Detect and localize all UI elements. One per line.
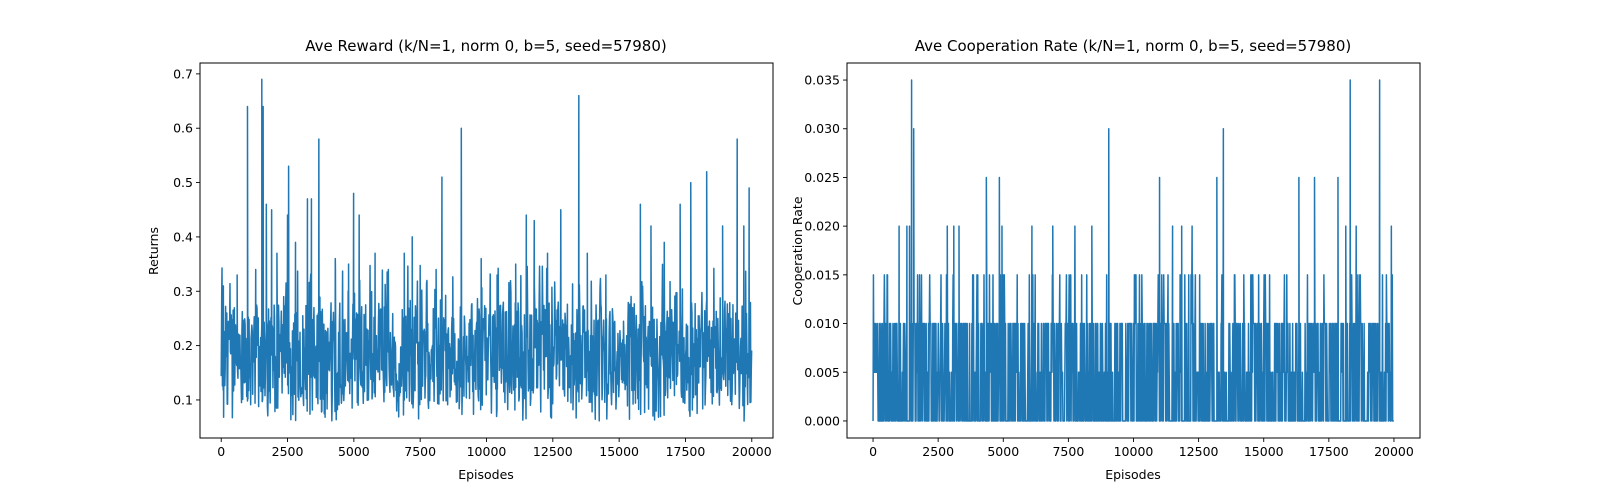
y-tick-label: 0.7 — [173, 66, 193, 81]
y-tick-label: 0.035 — [804, 73, 840, 88]
y-tick-label: 0.025 — [804, 170, 840, 185]
y-tick-label: 0.3 — [173, 284, 193, 299]
y-tick-label: 0.6 — [173, 121, 193, 136]
y-tick-label: 0.4 — [173, 229, 193, 244]
x-tick-label: 7500 — [1052, 444, 1084, 459]
x-tick-label: 20000 — [1374, 444, 1414, 459]
reward-ticks: 0 2500 5000 7500 10000 12500 15000 17500 20000 0.… — [173, 66, 772, 459]
x-tick-label: 15000 — [1244, 444, 1284, 459]
cooperation-chart-title: Ave Cooperation Rate (k/N=1, norm 0, b=5… — [915, 37, 1351, 55]
y-tick-label: 0.5 — [173, 175, 193, 190]
x-tick-label: 0 — [869, 444, 877, 459]
cooperation-x-axis-label: Episodes — [1105, 467, 1161, 482]
reward-x-axis-label: Episodes — [458, 467, 514, 482]
y-tick-label: 0.010 — [804, 316, 840, 331]
x-tick-label: 5000 — [987, 444, 1019, 459]
x-tick-label: 12500 — [1179, 444, 1219, 459]
y-tick-label: 0.015 — [804, 267, 840, 282]
series-line-path — [220, 78, 753, 422]
cooperation-chart: Ave Cooperation Rate (k/N=1, norm 0, b=5… — [790, 37, 1421, 482]
reward-y-axis-label: Returns — [146, 227, 161, 275]
y-tick-label: 0.2 — [173, 338, 193, 353]
reward-chart: Ave Reward (k/N=1, norm 0, b=5, seed=579… — [146, 37, 774, 482]
reward-chart-title: Ave Reward (k/N=1, norm 0, b=5, seed=579… — [305, 37, 667, 55]
x-tick-label: 5000 — [338, 444, 370, 459]
y-tick-label: 0.1 — [173, 392, 193, 407]
y-tick-label: 0.005 — [804, 365, 840, 380]
cooperation-y-axis-label: Cooperation Rate — [790, 196, 805, 305]
x-tick-label: 17500 — [666, 444, 706, 459]
x-tick-label: 15000 — [599, 444, 639, 459]
y-tick-label: 0.020 — [804, 219, 840, 234]
x-tick-label: 10000 — [1114, 444, 1154, 459]
x-tick-label: 0 — [217, 444, 225, 459]
cooperation-series-line — [872, 79, 1395, 422]
y-tick-label: 0.000 — [804, 413, 840, 428]
x-tick-label: 12500 — [533, 444, 573, 459]
series-line-path — [872, 79, 1395, 422]
y-tick-label: 0.030 — [804, 121, 840, 136]
reward-series-line — [220, 78, 753, 422]
x-tick-label: 10000 — [467, 444, 507, 459]
x-tick-label: 2500 — [922, 444, 954, 459]
x-tick-label: 20000 — [732, 444, 772, 459]
x-tick-label: 17500 — [1309, 444, 1349, 459]
x-tick-label: 2500 — [272, 444, 304, 459]
x-tick-label: 7500 — [404, 444, 436, 459]
cooperation-ticks: 0 2500 5000 7500 10000 12500 15000 17500 20000 0.… — [804, 73, 1414, 459]
